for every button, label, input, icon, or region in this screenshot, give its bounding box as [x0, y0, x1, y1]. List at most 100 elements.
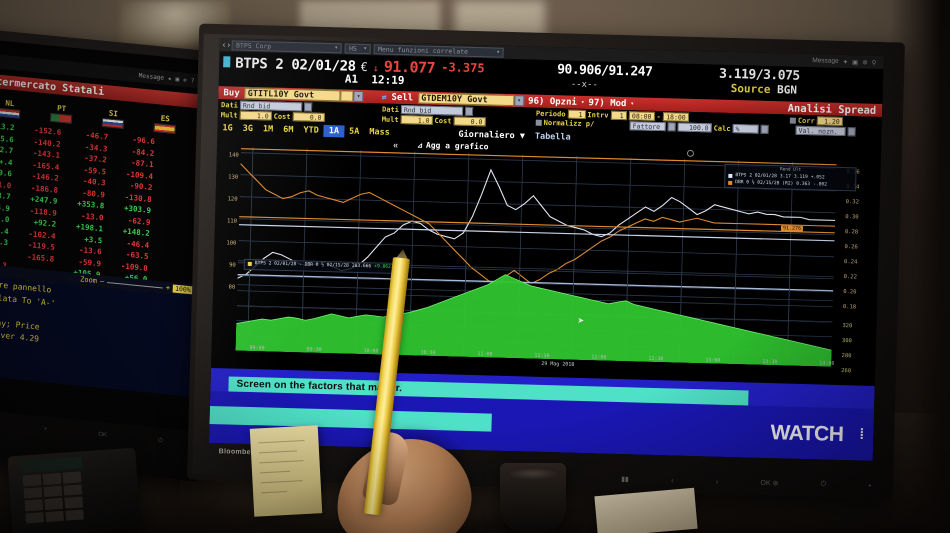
tab-6m[interactable]: 6M [283, 124, 294, 136]
time-axis-tick: 12:30 [648, 355, 664, 363]
dati-dropdown-icon[interactable] [464, 106, 473, 116]
dati-dropdown-icon[interactable] [303, 102, 313, 112]
calc-select[interactable]: % [732, 123, 759, 134]
tab-ytd[interactable]: YTD [303, 125, 319, 136]
add-chart-icon: ⊿ [416, 140, 424, 150]
corr-checkbox[interactable] [789, 117, 796, 124]
zoom-minus-button[interactable]: – [99, 277, 105, 286]
security-dropdown-value: BTPS Corp [235, 41, 272, 50]
legend-value: 283.666 [351, 263, 372, 270]
intrv-input[interactable]: 1 [610, 110, 627, 121]
power-button[interactable]: ⏻ [820, 480, 827, 488]
folder-icon[interactable]: ▣ [852, 58, 859, 66]
next-button[interactable]: › [715, 478, 719, 486]
frequency-dropdown[interactable]: Giornaliero ▼ [458, 129, 526, 142]
price-marker-tag: 91.276 [780, 225, 804, 232]
gear-icon[interactable]: ✲ [182, 76, 187, 84]
led-indicator: • [868, 482, 872, 490]
mult-input[interactable]: 1.0 [400, 115, 433, 125]
price-source: Source BGN [731, 82, 798, 97]
val-dropdown-icon[interactable] [847, 127, 856, 137]
right-axis-tick: 0.26 [844, 244, 858, 251]
cost-input[interactable]: 0.0 [292, 112, 325, 122]
fattore-value[interactable]: 100.0 [677, 122, 712, 133]
prev-button[interactable]: ‹ [671, 476, 674, 485]
tab-1a[interactable]: 1A [323, 124, 345, 138]
column-si[interactable]: SI [101, 108, 125, 130]
chevron-down-icon: ▾ [496, 48, 501, 56]
time-axis-tick: 13:00 [705, 357, 721, 364]
ok-button[interactable]: OK [98, 431, 108, 439]
column-pt[interactable]: PT [49, 103, 73, 124]
column-nl[interactable]: NL [0, 98, 21, 119]
buy-minus-field[interactable] [340, 90, 354, 102]
nav-forward-icon[interactable]: › [227, 40, 230, 50]
mult-input[interactable]: 1.0 [239, 110, 272, 121]
source-value: BGN [776, 83, 798, 97]
message-label: Message [812, 57, 839, 65]
corr-value[interactable]: 1.20 [816, 116, 843, 126]
time-from-input[interactable]: 08:00 [628, 111, 655, 121]
fattore-dropdown-icon[interactable] [667, 122, 676, 132]
mod-menu-item[interactable]: 97) Mod [588, 97, 627, 109]
time-axis-tick: 14:00 [819, 360, 835, 367]
tab-1g[interactable]: 1G [222, 123, 233, 134]
related-functions-dropdown[interactable]: Menu funzioni correlate ▾ [373, 43, 505, 58]
left-mult-row: Mult 1.0 Cost 0.0 [221, 110, 325, 122]
tab-3g[interactable]: 3G [242, 123, 254, 135]
security-dropdown[interactable]: BTPS Corp ▾ [231, 39, 343, 53]
dati-select[interactable]: Rnd bid [400, 105, 464, 116]
dati-label: Dati [221, 100, 239, 110]
market-dropdown-value: HS [348, 44, 357, 53]
tab-mass[interactable]: Mass [369, 127, 390, 138]
desk-phone [7, 447, 141, 533]
agg-a-grafico-button[interactable]: ⊿ Agg a grafico [416, 140, 489, 152]
folder-icon[interactable]: ▣ [175, 75, 180, 83]
lower-axis-tick: 320 [842, 323, 853, 330]
paper-sheet [594, 487, 698, 533]
gear-icon[interactable]: ✲ [862, 58, 868, 67]
left-axis-tick: 140 [228, 152, 239, 159]
periodo-input[interactable]: 1 [567, 109, 586, 120]
zoom-plus-button[interactable]: + [165, 283, 171, 293]
menu-button[interactable]: ▮▮ [621, 476, 629, 484]
tabella-button[interactable]: Tabella [534, 131, 571, 143]
market-dropdown[interactable]: HS ▾ [344, 42, 372, 54]
dati-select[interactable]: Rnd bid [239, 100, 303, 112]
options-menu-item[interactable]: 96) Opzni [527, 95, 578, 108]
chart-settings-icon[interactable] [686, 149, 695, 157]
help-icon[interactable]: ⚲ [871, 59, 877, 67]
help-icon[interactable]: ? [190, 76, 195, 85]
normalizz-checkbox[interactable] [535, 119, 542, 126]
plus-button[interactable]: + [43, 426, 48, 433]
message-area: Message ✦ ▣ ✲ ⚲ [812, 57, 880, 67]
flag-es-icon [153, 122, 176, 135]
star-icon[interactable]: ✦ [842, 58, 849, 66]
nav-back-icon[interactable]: ‹ [222, 40, 225, 50]
cost-input[interactable]: 0.0 [453, 116, 486, 127]
fattore-select[interactable]: Fattore [629, 121, 666, 132]
collapse-chevron-icon[interactable]: « [392, 139, 399, 150]
sell-dropdown-button[interactable]: ▾ [513, 95, 525, 107]
zoom-slider[interactable] [107, 281, 163, 288]
legend-swatch-icon [728, 173, 733, 179]
power-button[interactable]: ⏻ [157, 437, 163, 444]
tab-1m[interactable]: 1M [262, 124, 274, 135]
time-to-input[interactable]: 18:00 [662, 112, 689, 122]
column-es[interactable]: ES [153, 113, 176, 135]
tab-5a[interactable]: 5A [348, 126, 360, 137]
val-select[interactable]: Val. nozn. [795, 125, 846, 137]
security-name: BTPS 2 02/01/28 [235, 55, 356, 75]
left-axis-tick: 100 [226, 240, 237, 247]
dati-label: Dati [381, 105, 400, 114]
time-dash: - [656, 112, 661, 121]
right-axis: 0.360.340.320.300.280.260.240.220.200.18… [835, 163, 881, 384]
buy-dropdown-button[interactable]: ▾ [353, 90, 364, 103]
val-row: Val. nozn. [795, 125, 856, 137]
star-icon[interactable]: ★ [167, 74, 172, 83]
calc-dropdown-icon[interactable] [760, 124, 769, 134]
mod-chevron-icon[interactable]: ▾ [630, 100, 635, 108]
ok-button[interactable]: OK ⊛ [760, 479, 779, 488]
flag-nl-icon [0, 107, 21, 119]
